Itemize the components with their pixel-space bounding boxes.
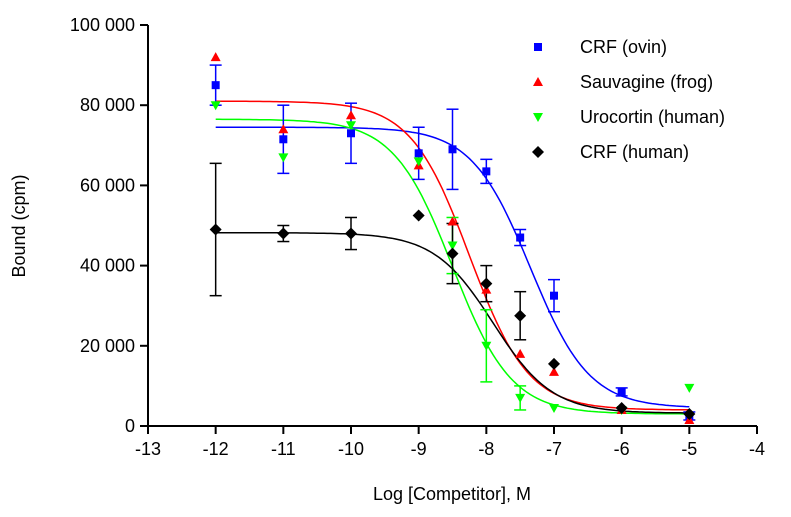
data-point — [412, 209, 425, 222]
x-tick-label: -13 — [135, 439, 161, 459]
x-ticks: -13 -12 -11 -10 -9 -8 -7 -6 -5 -4 — [135, 426, 765, 459]
x-tick-label: -9 — [411, 439, 427, 459]
fit-curve-1 — [215, 100, 690, 411]
legend-label: Urocortin (human) — [580, 107, 725, 127]
y-tick-label: 40 000 — [80, 256, 135, 276]
legend-label: CRF (ovin) — [580, 37, 667, 57]
data-point — [549, 403, 559, 413]
data-point — [278, 124, 289, 134]
x-tick-label: -7 — [546, 439, 562, 459]
legend-label: Sauvagine (frog) — [580, 72, 713, 92]
data-point — [446, 247, 459, 260]
data-point — [346, 110, 356, 120]
y-tick-label: 80 000 — [80, 95, 135, 115]
data-point — [617, 387, 626, 396]
data-point — [210, 52, 221, 62]
legend-marker — [533, 77, 543, 86]
data-point — [447, 241, 458, 251]
data-point — [347, 129, 355, 138]
x-tick-label: -10 — [338, 439, 364, 459]
x-tick-label: -5 — [681, 439, 697, 459]
data-point — [615, 401, 628, 414]
data-point — [480, 277, 493, 290]
data-point — [414, 149, 423, 158]
y-tick-label: 0 — [125, 416, 135, 436]
data-point — [277, 227, 290, 240]
data-point — [550, 291, 558, 300]
data-point — [548, 357, 560, 370]
y-ticks: 0 20 000 40 000 60 000 80 000 100 000 — [70, 15, 148, 436]
y-axis-title: Bound (cpm) — [9, 174, 29, 277]
data-point — [448, 145, 457, 154]
data-point — [482, 167, 491, 176]
x-tick-label: -8 — [478, 439, 494, 459]
data-point — [278, 153, 289, 163]
data-point — [514, 309, 527, 322]
data-point — [549, 366, 559, 376]
axes — [147, 25, 757, 427]
y-tick-label: 20 000 — [80, 336, 135, 356]
x-tick-label: -6 — [614, 439, 630, 459]
x-tick-label: -11 — [271, 439, 296, 459]
data-point — [209, 223, 222, 236]
data-point — [210, 101, 221, 111]
y-tick-label: 60 000 — [80, 175, 135, 195]
data-point — [684, 383, 695, 393]
data-point — [481, 341, 492, 351]
data-point — [515, 348, 526, 358]
x-tick-label: -12 — [203, 439, 229, 459]
data-point — [279, 135, 288, 144]
legend: CRF (ovin) Sauvagine (frog) Urocortin (hum… — [532, 37, 725, 162]
data-point — [515, 393, 526, 403]
legend-label: CRF (human) — [580, 142, 689, 162]
legend-marker — [532, 146, 544, 158]
x-tick-label: -4 — [749, 439, 765, 459]
legend-marker — [533, 113, 543, 122]
y-tick-label: 100 000 — [70, 15, 135, 35]
legend-marker — [534, 43, 542, 51]
data-point — [447, 216, 458, 226]
data-point — [211, 81, 220, 90]
data-point — [516, 233, 525, 242]
data-point — [345, 227, 357, 240]
data-point — [413, 157, 424, 167]
data-points — [209, 52, 696, 424]
data-point — [346, 121, 356, 131]
data-point — [683, 407, 696, 420]
x-axis-title: Log [Competitor], M — [373, 484, 531, 504]
